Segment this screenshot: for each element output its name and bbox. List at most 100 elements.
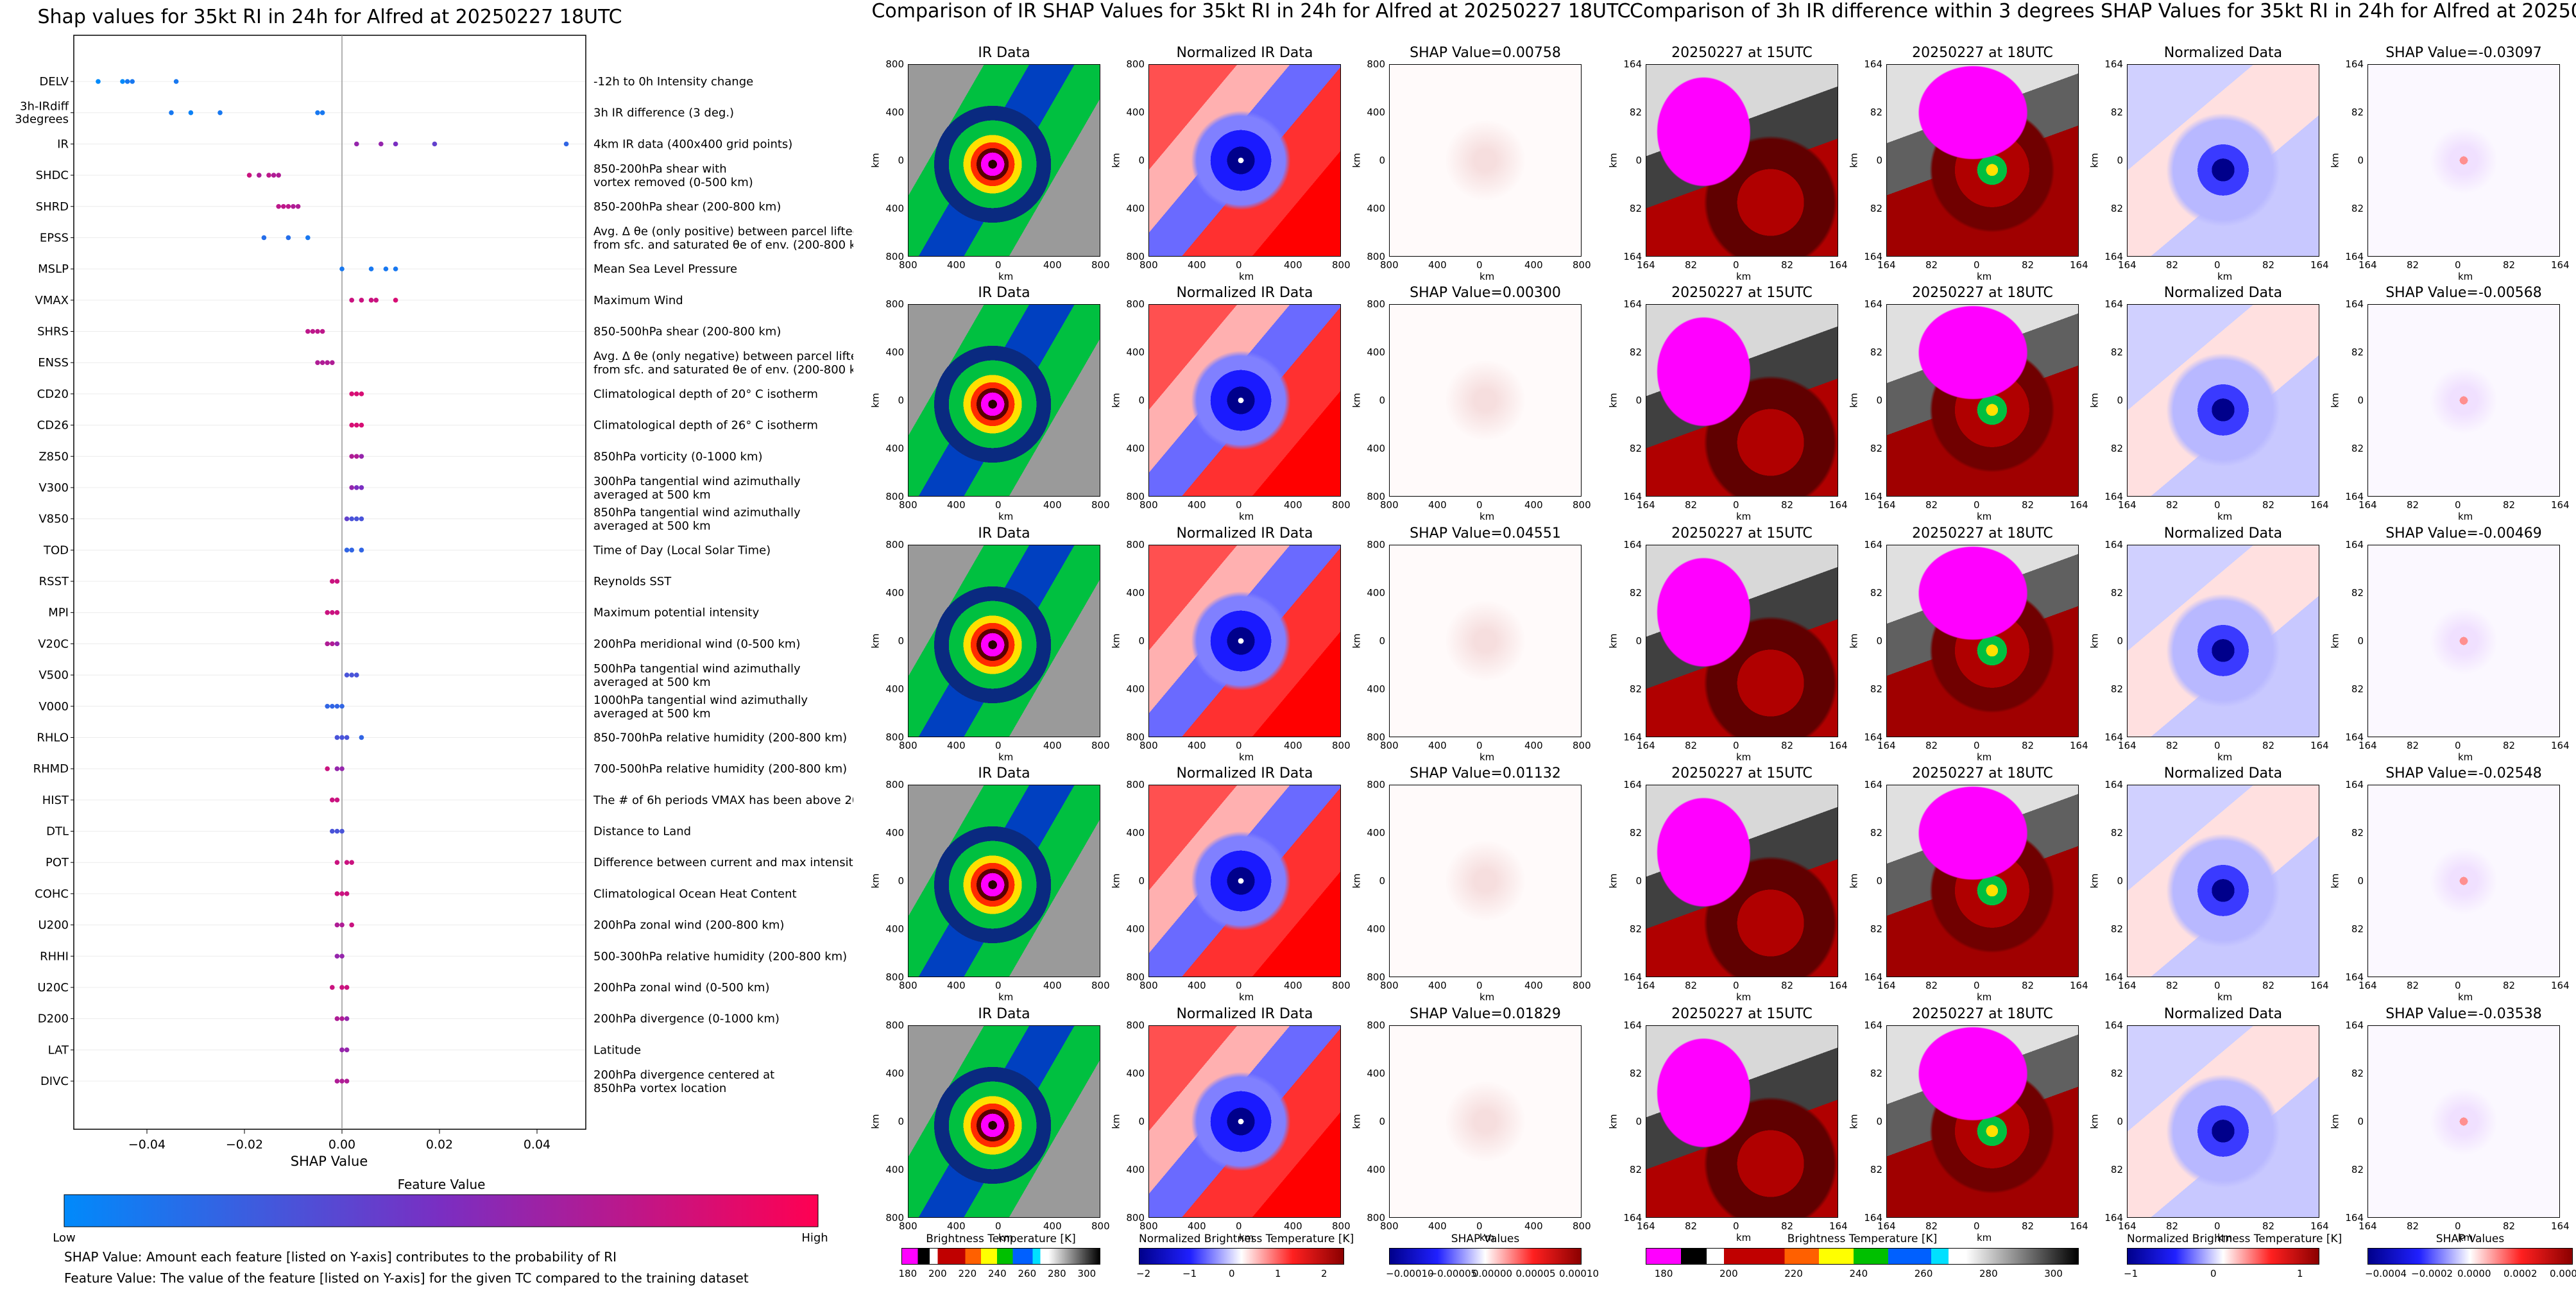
diff-shap-panel: SHAP Value=-0.03097 164 82 0 82 164 164 82 0 82 16… bbox=[2330, 45, 2570, 282]
y-tick-label: 800 bbox=[1367, 539, 1385, 551]
x-tick-label: 82 bbox=[1685, 1220, 1698, 1232]
y-tick-label: 800 bbox=[885, 1212, 904, 1224]
shap-point bbox=[334, 798, 340, 803]
y-tick-label: 400 bbox=[1126, 1164, 1145, 1175]
shap-point bbox=[393, 266, 398, 271]
y-tick-label: 800 bbox=[1367, 731, 1385, 743]
y-tick-label: 0 bbox=[1876, 155, 1882, 166]
y-tick-label: 82 bbox=[2110, 1164, 2123, 1175]
panel-image bbox=[1389, 304, 1582, 497]
shap-point bbox=[344, 547, 350, 553]
y-tick-label: 82 bbox=[2110, 1068, 2123, 1079]
x-axis-unit: km bbox=[1736, 511, 1752, 522]
x-tick-label: 0.00 bbox=[328, 1138, 355, 1152]
colorbar-tick-label: 220 bbox=[1784, 1268, 1803, 1279]
feature-description: Latitude bbox=[593, 1043, 641, 1057]
x-tick-label: 82 bbox=[1925, 740, 1938, 751]
x-axis-unit: km bbox=[1480, 991, 1495, 1003]
x-tick-label: 400 bbox=[1284, 740, 1302, 751]
x-axis-unit: km bbox=[1480, 751, 1495, 763]
x-tick-label: 400 bbox=[1043, 740, 1062, 751]
feature-label: V300 bbox=[38, 481, 69, 495]
y-tick-label: 800 bbox=[1126, 779, 1145, 790]
y-tick-label: 800 bbox=[1367, 1212, 1385, 1224]
panel-title: IR Data bbox=[978, 525, 1030, 542]
shap-point bbox=[276, 203, 282, 209]
x-axis-unit: km bbox=[1736, 751, 1752, 763]
shap-point bbox=[349, 485, 354, 490]
colorbar-label: SHAP Values bbox=[1451, 1233, 1520, 1245]
panel-title: SHAP Value=-0.00469 bbox=[2385, 525, 2542, 542]
colorbar-tick-label: −0.0002 bbox=[2411, 1268, 2453, 1279]
y-axis-unit: km bbox=[2088, 393, 2101, 408]
y-tick-label: 164 bbox=[2104, 971, 2123, 983]
x-tick-label: 800 bbox=[1091, 980, 1110, 991]
y-tick-label: 164 bbox=[1864, 58, 1882, 70]
shap-point bbox=[286, 235, 291, 241]
y-tick-label: 400 bbox=[1367, 683, 1385, 695]
normalized-diff-panel: Normalized Data 164 82 0 82 164 164 82 0 82 164 km k… bbox=[2089, 285, 2329, 522]
y-tick-label: 800 bbox=[885, 971, 904, 983]
feature-label: POT bbox=[46, 856, 69, 869]
x-tick-label: 800 bbox=[899, 1220, 917, 1232]
y-axis-unit: km bbox=[1607, 153, 1619, 168]
y-tick-label: 400 bbox=[1367, 587, 1385, 599]
y-tick-label: 800 bbox=[885, 298, 904, 310]
y-tick-label: 0 bbox=[2357, 1116, 2364, 1127]
y-tick-label: 0 bbox=[898, 1116, 904, 1127]
y-tick-label: 800 bbox=[885, 251, 904, 262]
shap-point bbox=[432, 141, 438, 147]
x-axis-unit: km bbox=[1239, 271, 1254, 282]
x-tick-label: 800 bbox=[1332, 259, 1351, 271]
colorbar-tick-label: −1 bbox=[1182, 1268, 1197, 1279]
x-tick-label: 82 bbox=[1781, 499, 1794, 511]
colorbar-tick-label: 300 bbox=[1077, 1268, 1096, 1279]
shap-point bbox=[349, 516, 354, 522]
x-tick-label: 0 bbox=[1733, 740, 1739, 751]
ir-data-panel: IR Data 800 400 0 400 800 800 400 0 400 800 km km bbox=[870, 765, 1110, 1003]
x-tick-label: 82 bbox=[1685, 740, 1698, 751]
feature-description: Reynolds SST bbox=[593, 575, 672, 588]
x-tick-label: 0 bbox=[995, 259, 1002, 271]
y-tick-label: 82 bbox=[2110, 587, 2123, 599]
x-tick-label: 0 bbox=[2455, 499, 2461, 511]
y-tick-label: 0 bbox=[1635, 1116, 1642, 1127]
shap-point bbox=[344, 735, 350, 740]
y-tick-label: 0 bbox=[2117, 635, 2123, 647]
shap-point bbox=[344, 1047, 350, 1053]
shap-summary-chart: Shap values for 35kt RI in 24h for Alfre… bbox=[15, 6, 853, 1245]
x-tick-label: 800 bbox=[1380, 259, 1399, 271]
feature-label: DELV bbox=[39, 75, 69, 89]
y-tick-label: 164 bbox=[1623, 779, 1642, 790]
shap-point bbox=[315, 329, 320, 334]
x-tick-label: 0 bbox=[2455, 980, 2461, 991]
y-tick-label: 82 bbox=[2351, 827, 2364, 839]
y-tick-label: 800 bbox=[1126, 971, 1145, 983]
colorbar-low-label: Low bbox=[53, 1231, 75, 1245]
x-tick-label: 82 bbox=[2262, 499, 2275, 511]
y-tick-label: 82 bbox=[1629, 107, 1642, 118]
y-tick-label: 800 bbox=[1367, 779, 1385, 790]
x-tick-label: 0 bbox=[995, 740, 1002, 751]
x-tick-label: 800 bbox=[899, 499, 917, 511]
panel-title: Normalized Data bbox=[2163, 1006, 2283, 1022]
shap-point bbox=[339, 1079, 345, 1084]
x-tick-label: 0 bbox=[1733, 980, 1739, 991]
feature-description: Climatological depth of 26° C isotherm bbox=[593, 419, 818, 432]
y-tick-label: 800 bbox=[885, 1020, 904, 1031]
feature-label: U20C bbox=[37, 981, 69, 994]
feature-label: VMAX bbox=[35, 294, 69, 307]
feature-description: 700-500hPa relative humidity (200-800 km… bbox=[593, 762, 847, 776]
y-tick-label: 82 bbox=[1629, 1068, 1642, 1079]
shap-point bbox=[281, 203, 286, 209]
x-tick-label: 800 bbox=[1573, 980, 1591, 991]
y-tick-label: 400 bbox=[1367, 203, 1385, 214]
colorbar-tick-label: 280 bbox=[1979, 1268, 1998, 1279]
x-tick-label: −0.04 bbox=[128, 1138, 166, 1152]
feature-label: MSLP bbox=[38, 262, 69, 276]
panel-image bbox=[1389, 545, 1582, 737]
shap-point bbox=[354, 672, 359, 678]
panel-title: IR Data bbox=[978, 285, 1030, 301]
shap-point bbox=[320, 360, 325, 365]
panel-title: 20250227 at 18UTC bbox=[1912, 285, 2053, 301]
